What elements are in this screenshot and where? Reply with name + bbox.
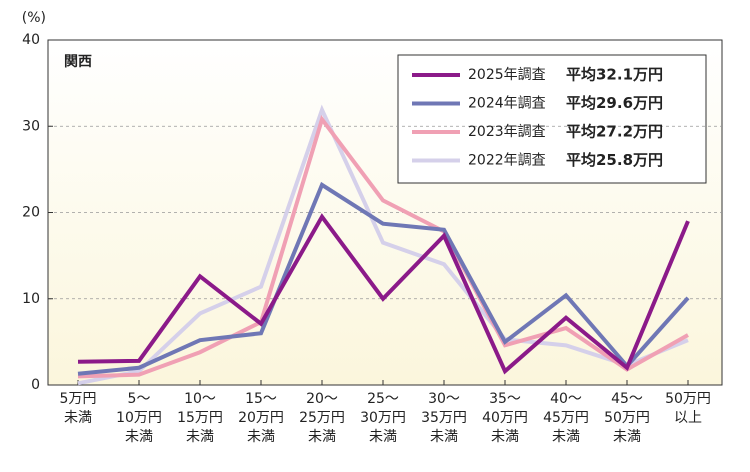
- legend-note: 平均27.2万円: [566, 123, 663, 141]
- legend-label: 2023年調査: [468, 124, 546, 140]
- x-tick-label: 未満: [308, 429, 336, 445]
- x-tick-label: 30万円: [360, 410, 406, 426]
- legend-label: 2025年調査: [468, 67, 546, 83]
- x-tick-label: 未満: [491, 429, 519, 445]
- x-tick-label: 5〜: [128, 391, 151, 407]
- x-tick-label: 15万円: [177, 410, 223, 426]
- x-tick-label: 以上: [674, 410, 702, 426]
- x-tick-label: 10万円: [116, 410, 162, 426]
- x-tick-label: 40〜: [550, 391, 582, 407]
- legend-note: 平均32.1万円: [566, 66, 663, 84]
- x-tick-label: 45〜: [611, 391, 643, 407]
- x-tick-label: 25〜: [367, 391, 399, 407]
- series-line: [77, 181, 690, 376]
- y-tick-label: 0: [31, 377, 40, 393]
- x-tick-label: 15〜: [245, 391, 277, 407]
- x-tick-label: 未満: [552, 429, 580, 445]
- x-tick-label: 未満: [125, 429, 153, 445]
- legend-note: 平均25.8万円: [566, 151, 663, 169]
- x-tick-label: 20〜: [306, 391, 338, 407]
- x-tick-label: 未満: [430, 429, 458, 445]
- x-tick-label: 25万円: [299, 410, 345, 426]
- x-tick-label: 50万円: [604, 410, 650, 426]
- x-tick-label: 未満: [64, 410, 92, 426]
- legend-label: 2022年調査: [468, 153, 546, 169]
- x-tick-label: 未満: [186, 429, 214, 445]
- legend-label: 2024年調査: [468, 96, 546, 112]
- x-tick-label: 35〜: [489, 391, 521, 407]
- x-tick-label: 未満: [247, 429, 275, 445]
- series-line: [77, 213, 690, 375]
- x-tick-label: 35万円: [421, 410, 467, 426]
- y-tick-label: 20: [22, 205, 40, 221]
- x-tick-label: 未満: [613, 429, 641, 445]
- x-tick-label: 40万円: [482, 410, 528, 426]
- x-tick-label: 未満: [369, 429, 397, 445]
- x-tick-label: 45万円: [543, 410, 589, 426]
- y-tick-label: 10: [22, 291, 40, 307]
- series-line: [77, 114, 689, 379]
- x-tick-label: 30〜: [428, 391, 460, 407]
- legend-note: 平均29.6万円: [566, 94, 663, 112]
- y-tick-label: 30: [22, 118, 40, 134]
- chart-title: 関西: [64, 54, 92, 70]
- x-tick-label: 5万円: [60, 391, 97, 407]
- y-tick-label: 40: [22, 32, 40, 48]
- series-line: [77, 104, 689, 386]
- x-tick-label: 20万円: [238, 410, 284, 426]
- x-tick-label: 50万円: [665, 391, 711, 407]
- y-unit: (%): [22, 10, 46, 26]
- x-tick-label: 10〜: [184, 391, 216, 407]
